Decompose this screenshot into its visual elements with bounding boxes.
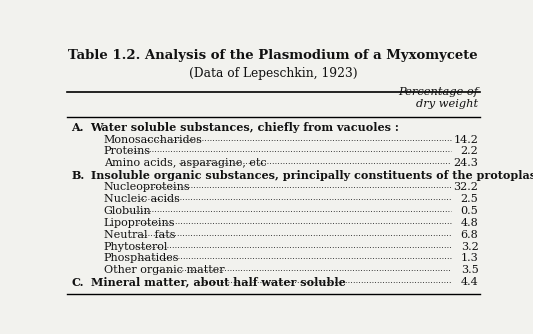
Text: Insoluble organic substances, principally constituents of the protoplasm :: Insoluble organic substances, principall… — [91, 170, 533, 181]
Text: 3.5: 3.5 — [461, 265, 479, 275]
Text: 6.8: 6.8 — [461, 229, 479, 239]
Text: 0.5: 0.5 — [461, 206, 479, 216]
Text: 2.5: 2.5 — [461, 194, 479, 204]
Text: Phytosterol: Phytosterol — [104, 241, 168, 252]
Text: Nucleoproteins: Nucleoproteins — [104, 182, 190, 192]
Text: Globulin: Globulin — [104, 206, 151, 216]
Text: Mineral matter, about half water soluble: Mineral matter, about half water soluble — [91, 277, 345, 288]
Text: Monosaccharides: Monosaccharides — [104, 135, 203, 145]
Text: Phosphatides: Phosphatides — [104, 254, 179, 264]
Text: B.: B. — [71, 170, 85, 181]
Text: Nucleic acids: Nucleic acids — [104, 194, 180, 204]
Text: Table 1.2. Analysis of the Plasmodium of a Myxomycete: Table 1.2. Analysis of the Plasmodium of… — [68, 49, 478, 62]
Text: 3.2: 3.2 — [461, 241, 479, 252]
Text: Proteins: Proteins — [104, 146, 151, 156]
Text: 14.2: 14.2 — [454, 135, 479, 145]
Text: A.: A. — [71, 122, 84, 133]
Text: 24.3: 24.3 — [454, 158, 479, 168]
Text: 2.2: 2.2 — [461, 146, 479, 156]
Text: Amino acids, asparagine, etc: Amino acids, asparagine, etc — [104, 158, 266, 168]
Text: 4.8: 4.8 — [461, 218, 479, 228]
Text: 4.4: 4.4 — [461, 277, 479, 287]
Text: (Data of Lepeschkin, 1923): (Data of Lepeschkin, 1923) — [189, 67, 358, 80]
Text: Lipoproteins: Lipoproteins — [104, 218, 175, 228]
Text: C.: C. — [71, 277, 84, 288]
Text: Neutral  fats: Neutral fats — [104, 229, 175, 239]
Text: Other organic matter: Other organic matter — [104, 265, 224, 275]
Text: 32.2: 32.2 — [454, 182, 479, 192]
Text: Percentage of
dry weight: Percentage of dry weight — [399, 87, 479, 109]
Text: Water soluble substances, chiefly from vacuoles :: Water soluble substances, chiefly from v… — [91, 122, 399, 133]
Text: 1.3: 1.3 — [461, 254, 479, 264]
